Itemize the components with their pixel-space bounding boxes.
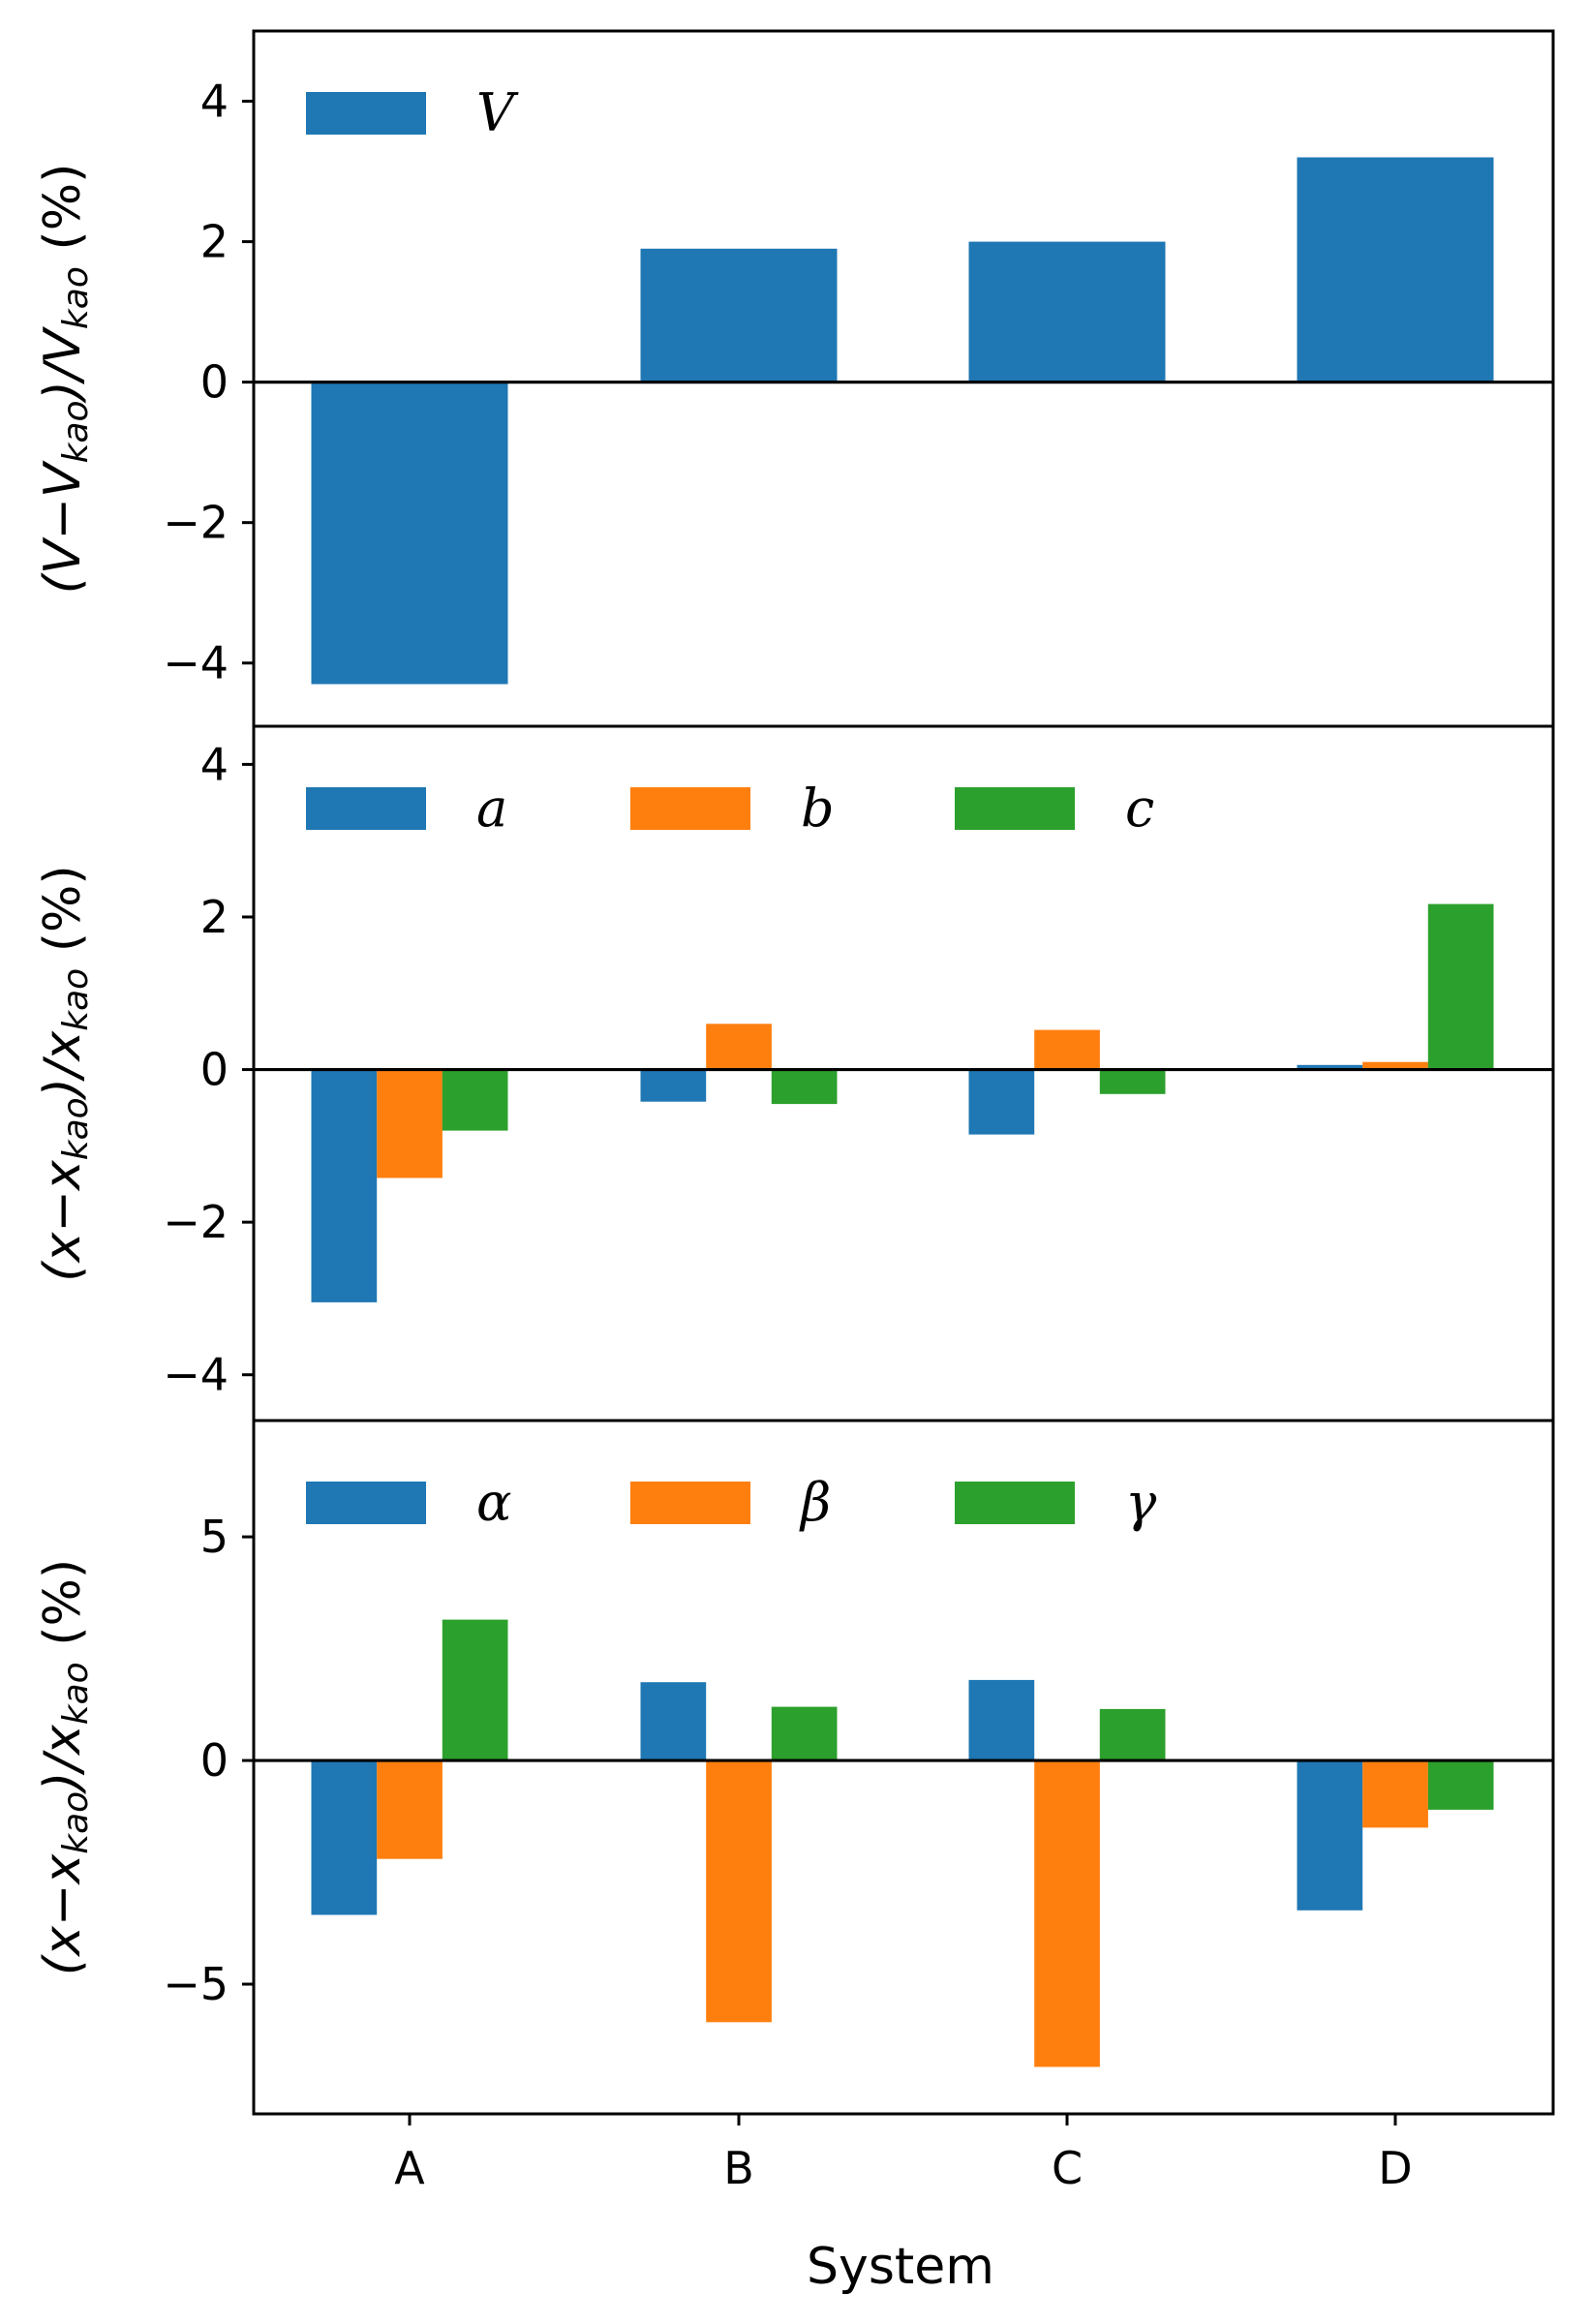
- bar-middle-2-c: [1034, 1029, 1100, 1070]
- y-tick-label-top: 2: [200, 216, 229, 268]
- y-tick-label-top: 0: [200, 356, 229, 409]
- x-axis-title: System: [807, 2238, 994, 2296]
- bar-bottom-2-d: [1362, 1760, 1428, 1828]
- bar-bottom-3-d: [1427, 1760, 1494, 1810]
- legend-label-top-1: V: [476, 82, 519, 143]
- y-tick-label-bottom: 5: [200, 1511, 229, 1563]
- bar-top-1-d: [1297, 157, 1494, 382]
- legend-swatch-bottom-1: [306, 1482, 426, 1524]
- bar-bottom-2-a: [377, 1760, 443, 1859]
- y-axis-title-middle: (x−xkao)/xkao (%): [34, 865, 96, 1281]
- legend-swatch-top-1: [306, 92, 426, 135]
- x-tick-label-c: C: [1052, 2142, 1083, 2194]
- bar-top-1-a: [311, 382, 508, 685]
- legend-swatch-middle-1: [306, 787, 426, 830]
- legend-swatch-bottom-3: [955, 1482, 1075, 1524]
- legend-label-middle-3: c: [1125, 778, 1154, 839]
- legend-label-bottom-2: β: [799, 1472, 831, 1533]
- y-tick-label-middle: 2: [200, 891, 229, 943]
- y-tick-label-bottom: 0: [200, 1734, 229, 1787]
- panel-bottom: 5 0 −5 (x−xkao)/xkao (%) α β γ: [34, 1419, 1555, 2116]
- bar-top-1-b: [640, 248, 838, 382]
- y-tick-label-top: −2: [163, 497, 229, 549]
- bar-bottom-1-c: [968, 1679, 1035, 1760]
- legend-swatch-middle-3: [955, 787, 1075, 830]
- legend-label-bottom-3: γ: [1125, 1472, 1157, 1533]
- bar-middle-2-d: [1362, 1061, 1428, 1070]
- bar-bottom-2-c: [1034, 1760, 1100, 2067]
- bar-middle-3-a: [442, 1069, 508, 1131]
- bar-middle-1-c: [968, 1069, 1035, 1135]
- bar-bottom-3-a: [442, 1619, 508, 1761]
- bar-middle-3-c: [1099, 1069, 1166, 1094]
- x-axis: A B C D: [394, 2114, 1413, 2194]
- bar-top-1-c: [968, 241, 1166, 382]
- y-tick-label-bottom: −5: [163, 1958, 229, 2010]
- bar-middle-3-d: [1427, 903, 1494, 1070]
- bar-middle-1-a: [311, 1069, 378, 1302]
- x-tick-label-b: B: [723, 2142, 754, 2194]
- y-axis-title-bottom: (x−xkao)/xkao (%): [34, 1559, 96, 1975]
- bar-bottom-1-b: [640, 1682, 707, 1760]
- legend-label-bottom-1: α: [476, 1472, 511, 1533]
- bar-bottom-1-a: [311, 1760, 378, 1915]
- y-tick-label-top: −4: [163, 637, 229, 689]
- panel-top: 4 2 0 −2 −4 (V−Vkao)/Vkao (%) V: [34, 29, 1555, 728]
- bar-bottom-3-c: [1099, 1708, 1166, 1760]
- y-tick-label-middle: −2: [163, 1196, 229, 1248]
- y-axis-title-top: (V−Vkao)/Vkao (%): [34, 164, 96, 595]
- panels: 4 2 0 −2 −4 (V−Vkao)/Vkao (%) V 4 2 0 −2 −4 (x−xkao)…: [34, 29, 1555, 2116]
- axes-frame-bottom: [252, 1419, 1555, 2116]
- bar-bottom-2-b: [706, 1760, 772, 2023]
- bar-bottom-1-d: [1297, 1760, 1363, 1911]
- bar-bottom-3-b: [771, 1706, 838, 1760]
- bar-middle-1-b: [640, 1069, 707, 1102]
- x-tick-label-d: D: [1378, 2142, 1412, 2194]
- panel-middle: 4 2 0 −2 −4 (x−xkao)/xkao (%) a b c: [34, 724, 1555, 1422]
- y-tick-label-middle: 4: [200, 738, 229, 790]
- bar-middle-3-b: [771, 1069, 838, 1105]
- y-tick-label-middle: 0: [200, 1044, 229, 1096]
- bar-middle-2-b: [706, 1024, 772, 1070]
- y-tick-label-middle: −4: [163, 1349, 229, 1401]
- legend-label-middle-2: b: [801, 778, 835, 839]
- legend-swatch-middle-2: [630, 787, 750, 830]
- bar-middle-1-d: [1297, 1064, 1363, 1070]
- y-tick-label-top: 4: [200, 76, 229, 128]
- bar-middle-2-a: [377, 1069, 443, 1178]
- legend-swatch-bottom-2: [630, 1482, 750, 1524]
- x-tick-label-a: A: [394, 2142, 425, 2194]
- legend-label-middle-1: a: [476, 778, 507, 839]
